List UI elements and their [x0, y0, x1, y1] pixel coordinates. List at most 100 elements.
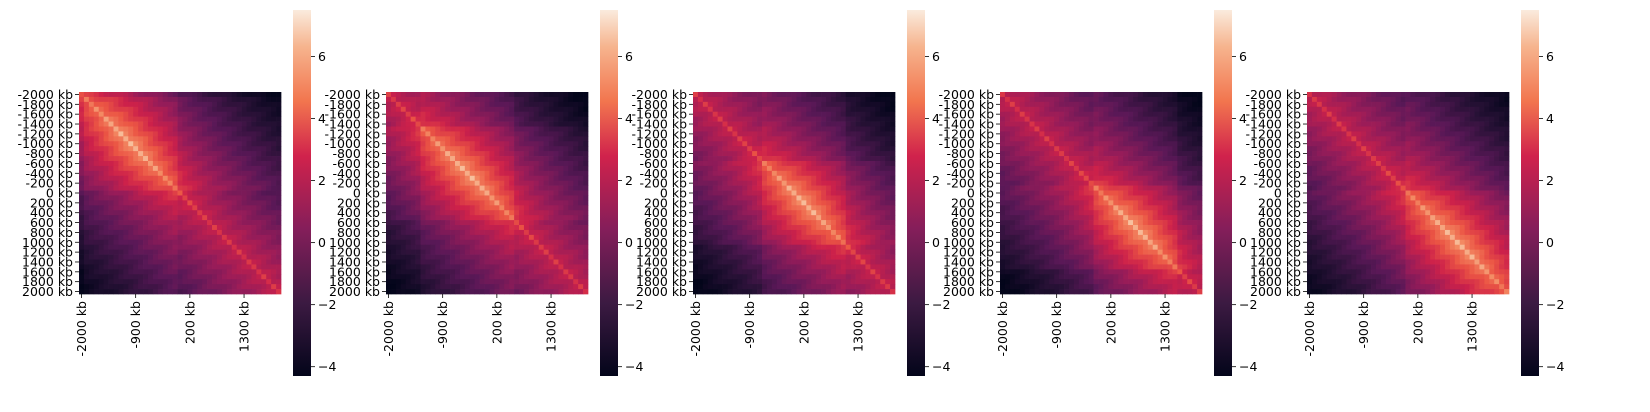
heatmap-cell — [737, 180, 743, 186]
heatmap-cell — [514, 254, 520, 260]
heatmap-cell — [202, 111, 208, 117]
heatmap-cell — [118, 101, 124, 108]
heatmap-cell — [573, 244, 579, 251]
heatmap-cell — [742, 156, 748, 162]
heatmap-cell — [781, 160, 787, 167]
heatmap-cell — [251, 239, 257, 246]
heatmap-cell — [870, 215, 876, 221]
heatmap-cell — [464, 170, 471, 177]
heatmap-cell — [410, 131, 416, 137]
heatmap-cell — [246, 170, 252, 177]
heatmap-cell — [390, 136, 397, 142]
heatmap-cell — [727, 200, 733, 206]
heatmap-cell — [850, 146, 856, 152]
heatmap-cell — [747, 131, 753, 137]
heatmap-cell — [79, 146, 85, 152]
heatmap-cell — [523, 200, 530, 206]
heatmap-cell — [251, 259, 257, 265]
heatmap-cell — [182, 146, 188, 152]
heatmap-cell — [712, 234, 718, 241]
heatmap-cell — [88, 92, 95, 98]
heatmap-cell — [553, 215, 559, 221]
heatmap-cell — [103, 249, 109, 255]
heatmap-cell — [256, 185, 262, 191]
heatmap-cell — [410, 165, 416, 172]
heatmap-cell — [850, 151, 856, 157]
heatmap-cell — [172, 106, 178, 113]
heatmap-cell — [558, 151, 564, 157]
heatmap-cell — [93, 165, 100, 172]
heatmap-cell — [469, 210, 476, 216]
heatmap-cell — [509, 244, 515, 251]
heatmap-cell — [410, 269, 416, 275]
heatmap-cell — [752, 116, 758, 122]
heatmap-cell — [226, 96, 233, 103]
heatmap-cell — [197, 170, 203, 177]
heatmap-cell — [430, 121, 436, 127]
heatmap-cell — [766, 160, 773, 167]
heatmap-cell — [192, 160, 198, 167]
heatmap-cell — [187, 200, 193, 206]
heatmap-cell — [261, 234, 267, 241]
heatmap-cell — [192, 151, 198, 157]
heatmap-cell — [276, 205, 282, 211]
heatmap-cell — [276, 136, 282, 142]
heatmap-cell — [850, 215, 856, 221]
y-axis: -2000 kb-1800 kb-1600 kb-1400 kb-1200 kb… — [18, 87, 79, 299]
heatmap-cell — [430, 111, 436, 117]
heatmap-cell — [494, 175, 500, 182]
heatmap-cell — [519, 126, 525, 132]
heatmap-cell — [216, 249, 223, 255]
heatmap-cell — [192, 289, 198, 295]
heatmap-cell — [459, 131, 466, 137]
heatmap-cell — [697, 239, 704, 246]
heatmap-cell — [553, 121, 559, 127]
heatmap-cell — [192, 185, 198, 191]
heatmap-cell — [826, 121, 832, 127]
heatmap-cell — [885, 229, 891, 236]
heatmap-cell — [123, 101, 129, 108]
heatmap-cell — [727, 106, 733, 113]
heatmap-cell — [533, 284, 540, 290]
heatmap-cell — [697, 190, 704, 196]
heatmap-cell — [266, 151, 272, 157]
heatmap-cell — [855, 170, 861, 177]
heatmap-cell — [147, 264, 154, 270]
heatmap-cell — [167, 284, 173, 290]
heatmap-cell — [212, 180, 218, 186]
heatmap-cell — [445, 121, 451, 127]
heatmap-cell — [865, 220, 871, 226]
heatmap-cell — [757, 234, 763, 241]
heatmap-cell — [697, 215, 704, 221]
heatmap-cell — [558, 200, 564, 206]
heatmap-cell — [162, 289, 169, 295]
heatmap-cell — [93, 136, 100, 142]
heatmap-cell — [405, 205, 411, 211]
heatmap-cell — [276, 210, 282, 216]
heatmap-cell — [197, 210, 203, 216]
heatmap-cell — [821, 185, 827, 191]
heatmap-cell — [747, 121, 753, 127]
heatmap-cell — [271, 165, 277, 172]
heatmap-cell — [266, 185, 272, 191]
heatmap-cell — [128, 200, 134, 206]
heatmap-cell — [830, 126, 837, 132]
heatmap-cell — [192, 121, 198, 127]
heatmap-cell — [197, 220, 203, 226]
heatmap-cell — [450, 289, 456, 295]
heatmap-cell — [256, 225, 262, 231]
heatmap-cell — [850, 234, 856, 241]
heatmap-cell — [717, 259, 723, 265]
heatmap-cell — [757, 200, 763, 206]
heatmap-cell — [172, 239, 178, 246]
heatmap-cell — [727, 195, 733, 201]
heatmap-cell — [722, 244, 728, 251]
heatmap-cell — [519, 229, 525, 236]
heatmap-cell — [742, 141, 748, 147]
heatmap-cell — [400, 175, 407, 182]
heatmap-cell — [707, 195, 714, 201]
heatmap-cell — [118, 205, 124, 211]
heatmap-cell — [236, 101, 242, 108]
heatmap-cell — [890, 121, 896, 127]
